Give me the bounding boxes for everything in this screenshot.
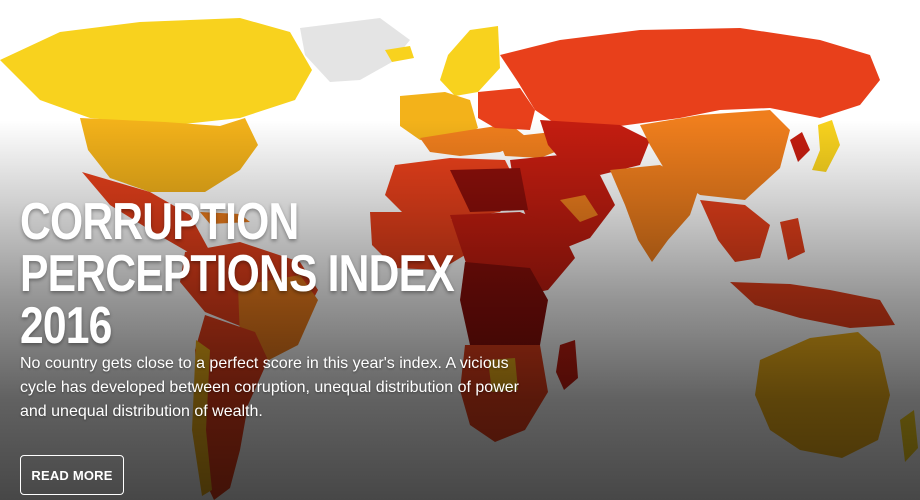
title-line-1: CORRUPTION <box>20 193 299 251</box>
hero-description: No country gets close to a perfect score… <box>20 355 519 420</box>
page-title: CORRUPTION PERCEPTIONS INDEX 2016 <box>20 193 455 355</box>
title-line-3: 2016 <box>20 297 112 355</box>
read-more-button[interactable]: READ MORE <box>20 455 124 495</box>
title-line-2: PERCEPTIONS INDEX <box>20 245 455 303</box>
